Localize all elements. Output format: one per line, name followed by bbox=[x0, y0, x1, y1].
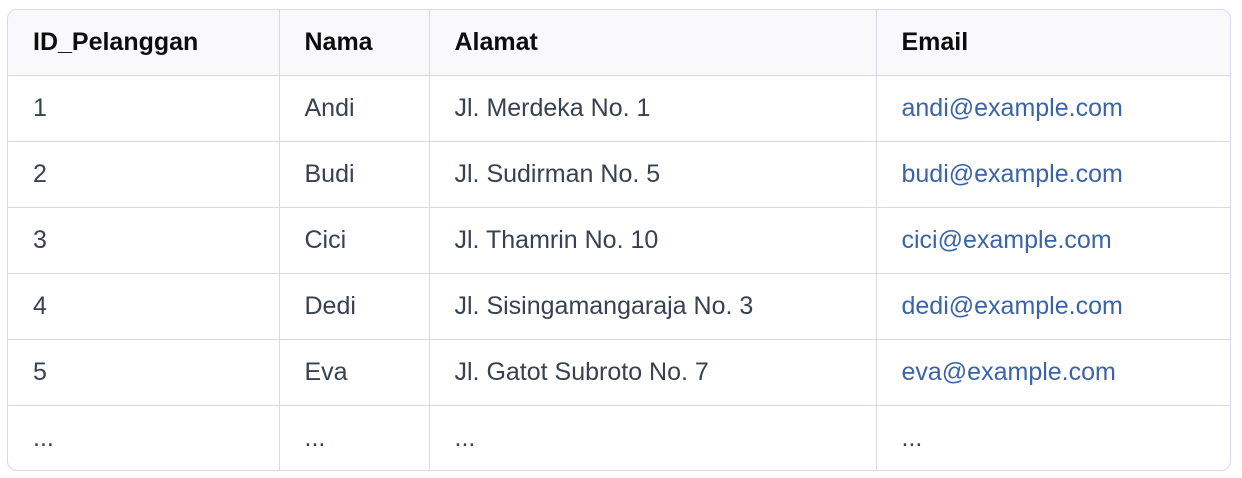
email-link[interactable]: dedi@example.com bbox=[901, 292, 1123, 320]
table-cell: cici@example.com bbox=[876, 207, 1230, 274]
email-link[interactable]: cici@example.com bbox=[901, 226, 1112, 254]
table-cell: Jl. Sisingamangaraja No. 3 bbox=[429, 273, 877, 340]
column-header: ID_Pelanggan bbox=[8, 10, 280, 76]
table-cell: 4 bbox=[8, 273, 280, 340]
table-cell: Cici bbox=[279, 207, 430, 274]
column-header: Nama bbox=[279, 10, 430, 76]
customer-table-container: ID_Pelanggan Nama Alamat Email 1 Andi Jl. Mer… bbox=[7, 9, 1231, 471]
table-cell: Budi bbox=[279, 141, 430, 208]
customer-table: ID_Pelanggan Nama Alamat Email 1 Andi Jl. Mer… bbox=[8, 10, 1230, 470]
table-cell: Jl. Merdeka No. 1 bbox=[429, 75, 877, 142]
email-link[interactable]: eva@example.com bbox=[901, 358, 1116, 386]
email-link[interactable]: andi@example.com bbox=[901, 94, 1123, 122]
table-cell: andi@example.com bbox=[876, 75, 1230, 142]
column-header: Alamat bbox=[429, 10, 877, 76]
table-cell: ... bbox=[901, 424, 923, 452]
table-cell: budi@example.com bbox=[876, 141, 1230, 208]
table-row: 2 Budi Jl. Sudirman No. 5 budi@example.com bbox=[8, 141, 1230, 208]
table-row: ............ bbox=[8, 405, 1230, 470]
email-link[interactable]: budi@example.com bbox=[901, 160, 1123, 188]
table-cell: Dedi bbox=[279, 273, 430, 340]
column-header: Email bbox=[876, 10, 1230, 76]
table-cell: ... bbox=[429, 405, 877, 470]
table-row: 1 Andi Jl. Merdeka No. 1 andi@example.com bbox=[8, 75, 1230, 142]
table-cell: Eva bbox=[279, 339, 430, 406]
table-cell: 2 bbox=[8, 141, 280, 208]
table-row: 3 Cici Jl. Thamrin No. 10 cici@example.com bbox=[8, 207, 1230, 274]
table-row: 4 Dedi Jl. Sisingamangaraja No. 3 dedi@exam… bbox=[8, 273, 1230, 340]
table-cell: Jl. Sudirman No. 5 bbox=[429, 141, 877, 208]
table-cell: ... bbox=[8, 405, 280, 470]
table-cell: dedi@example.com bbox=[876, 273, 1230, 340]
table-cell: ... bbox=[279, 405, 430, 470]
table-cell: 5 bbox=[8, 339, 280, 406]
table-cell: eva@example.com bbox=[876, 339, 1230, 406]
table-cell: 3 bbox=[8, 207, 280, 274]
table-cell: 1 bbox=[8, 75, 280, 142]
table-header-row: ID_Pelanggan Nama Alamat Email bbox=[8, 10, 1230, 76]
table-cell: Andi bbox=[279, 75, 430, 142]
table-cell: Jl. Gatot Subroto No. 7 bbox=[429, 339, 877, 406]
table-row: 5 Eva Jl. Gatot Subroto No. 7 eva@example.c… bbox=[8, 339, 1230, 406]
table-cell: Jl. Thamrin No. 10 bbox=[429, 207, 877, 274]
